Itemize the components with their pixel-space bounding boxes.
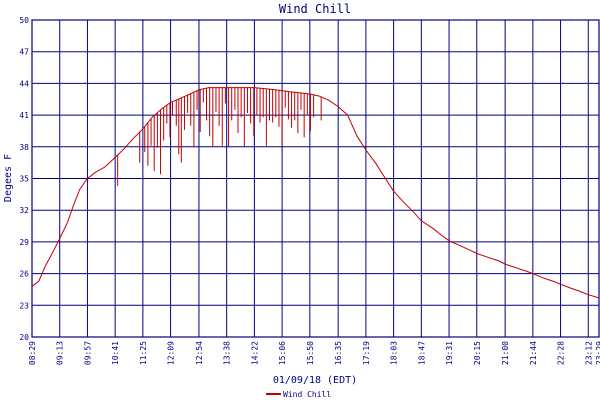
x-tick-label: 12:09 [167, 341, 176, 365]
y-tick-label: 41 [19, 111, 29, 120]
y-tick-label: 23 [19, 301, 29, 310]
x-tick-label: 13:38 [223, 341, 232, 365]
x-tick-label: 18:47 [417, 341, 426, 365]
x-tick-label: 09:13 [56, 341, 65, 365]
x-tick-label: 09:57 [83, 341, 92, 365]
x-tick-label: 16:35 [334, 341, 343, 365]
y-tick-label: 32 [19, 206, 29, 215]
x-tick-label: 23:12 [584, 341, 593, 365]
series-line-wind-chill [31, 87, 600, 299]
y-tick-labels: 20 23 26 29 32 35 38 41 44 47 50 [19, 16, 29, 342]
y-tick-label: 26 [19, 270, 29, 279]
y-tick-label: 47 [19, 48, 29, 57]
legend-label-wind-chill: Wind Chill [283, 390, 331, 399]
x-tick-labels: 08:29 09:13 09:57 10:41 11:25 12:09 12:54 13:38… [28, 341, 600, 365]
x-tick-label: 21:00 [501, 341, 510, 365]
x-tick-label: 23:29 [595, 341, 600, 365]
y-tick-label: 29 [19, 238, 29, 247]
x-tick-label: 18:03 [390, 341, 399, 365]
x-tick-label: 11:25 [139, 341, 148, 365]
x-tick-label: 15:50 [306, 341, 315, 365]
y-tick-label: 20 [19, 333, 29, 342]
x-tick-label: 08:29 [28, 341, 37, 365]
x-tick-label: 21:44 [529, 341, 538, 365]
y-axis-label: Degees F [3, 154, 14, 202]
y-tick-label: 50 [19, 16, 29, 25]
x-tick-label: 12:54 [195, 341, 204, 365]
x-tick-label: 20:15 [473, 341, 482, 365]
plot-border [31, 19, 600, 338]
x-tick-label: 10:41 [111, 341, 120, 365]
chart-title: Wind Chill [279, 2, 351, 16]
x-tick-label: 14:22 [250, 341, 259, 365]
x-tick-label: 15:06 [278, 341, 287, 365]
x-tick-label: 22:28 [557, 341, 566, 365]
y-tick-label: 44 [19, 79, 29, 88]
x-tick-label: 17:19 [362, 341, 371, 365]
y-tick-label: 35 [19, 175, 29, 184]
x-tick-label: 19:31 [445, 341, 454, 365]
x-axis-label: 01/09/18 (EDT) [273, 375, 357, 386]
y-tick-label: 38 [19, 143, 29, 152]
wind-chill-dips [117, 87, 322, 186]
legend: Wind Chill [266, 390, 331, 399]
